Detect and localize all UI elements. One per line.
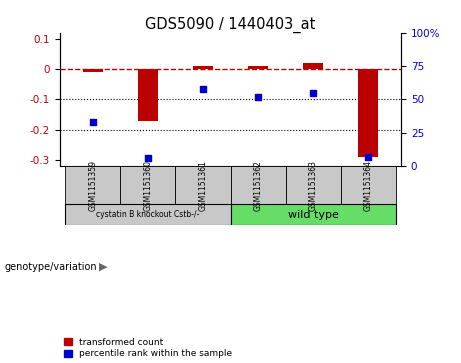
Bar <box>359 69 378 157</box>
Bar <box>230 166 285 204</box>
Text: GSM1151359: GSM1151359 <box>89 160 97 211</box>
Text: GSM1151361: GSM1151361 <box>199 160 207 211</box>
Legend: transformed count, percentile rank within the sample: transformed count, percentile rank withi… <box>65 338 232 359</box>
Point <box>254 94 262 100</box>
Text: GSM1151363: GSM1151363 <box>308 160 318 211</box>
Text: GSM1151360: GSM1151360 <box>143 160 153 211</box>
Bar <box>65 204 230 225</box>
Bar <box>248 66 268 69</box>
Bar <box>341 166 396 204</box>
Bar <box>303 63 323 69</box>
Text: GSM1151364: GSM1151364 <box>364 160 372 211</box>
Bar <box>120 166 176 204</box>
Title: GDS5090 / 1440403_at: GDS5090 / 1440403_at <box>145 16 316 33</box>
Point <box>144 155 152 161</box>
Bar <box>285 166 341 204</box>
Text: wild type: wild type <box>288 210 338 220</box>
Point <box>89 119 97 125</box>
Text: GSM1151362: GSM1151362 <box>254 160 262 211</box>
Bar <box>230 204 396 225</box>
Point <box>364 154 372 160</box>
Point <box>199 86 207 92</box>
Text: cystatin B knockout Cstb-/-: cystatin B knockout Cstb-/- <box>96 210 200 219</box>
Point <box>309 90 317 96</box>
Bar <box>83 69 103 72</box>
Bar <box>193 66 213 69</box>
Bar <box>176 166 230 204</box>
Text: genotype/variation: genotype/variation <box>5 262 97 272</box>
Bar <box>138 69 158 121</box>
Bar <box>65 166 120 204</box>
Text: ▶: ▶ <box>99 262 107 272</box>
